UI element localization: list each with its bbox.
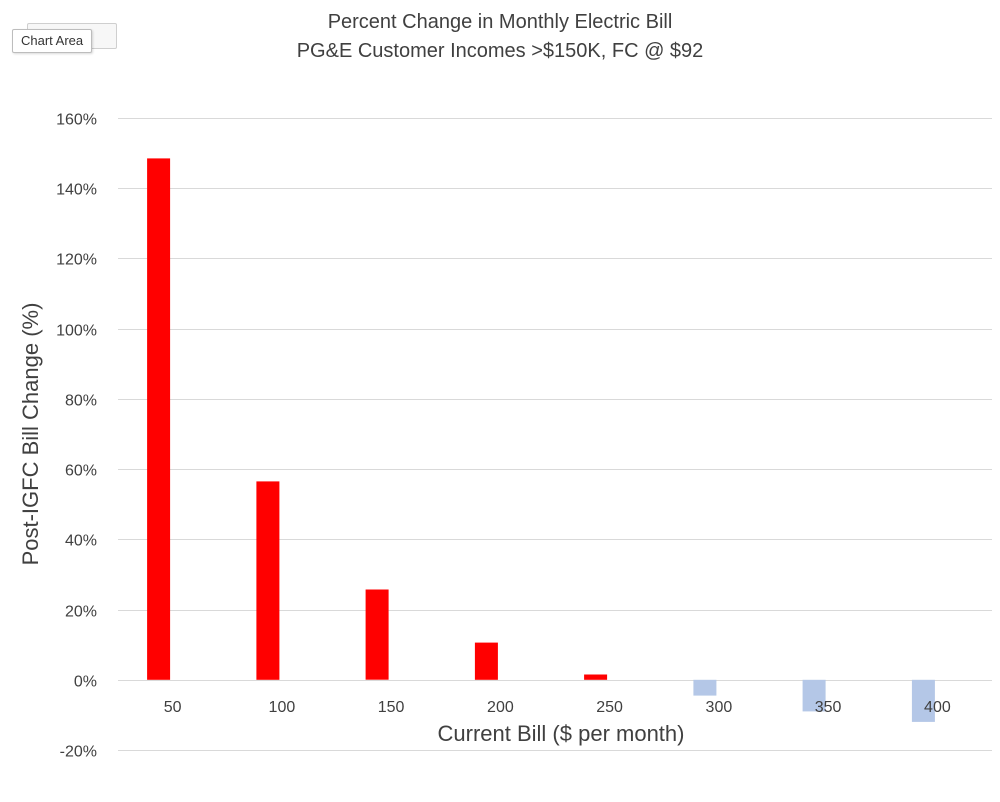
y-tick-label: 120% [56, 252, 97, 269]
x-tick-label: 400 [924, 699, 951, 716]
chart-title: Percent Change in Monthly Electric Bill [328, 11, 673, 33]
bar[interactable] [584, 674, 608, 680]
y-tick-label: 20% [65, 604, 97, 621]
y-tick-label: 140% [56, 182, 97, 199]
x-tick-label: 250 [596, 699, 623, 716]
x-tick-label: 50 [164, 699, 182, 716]
x-axis-title: Current Bill ($ per month) [438, 721, 685, 746]
y-tick-labels: -20% 0% 20% 40% 60% 80% 100% 120% 140% 160% [56, 112, 97, 761]
chart-area-tooltip: Chart Area [12, 29, 93, 53]
y-tick-label: 100% [56, 323, 97, 340]
bar[interactable] [256, 481, 280, 680]
bar[interactable] [365, 589, 389, 680]
y-tick-label: 80% [65, 393, 97, 410]
x-tick-label: 300 [706, 699, 733, 716]
chart-subtitle: PG&E Customer Incomes >$150K, FC @ $92 [297, 40, 704, 62]
bar[interactable] [147, 158, 171, 680]
bar[interactable] [802, 679, 826, 712]
bar[interactable] [911, 679, 935, 722]
x-tick-label: 350 [815, 699, 842, 716]
bar[interactable] [693, 679, 717, 696]
bars [147, 158, 935, 722]
y-tick-label: -20% [60, 744, 97, 761]
y-axis-title: Post-IGFC Bill Change (%) [18, 303, 43, 566]
x-tick-label: 150 [378, 699, 405, 716]
x-tick-labels: 50 100 150 200 250 300 350 400 [164, 699, 951, 716]
y-tick-label: 160% [56, 112, 97, 129]
y-tick-label: 0% [74, 674, 97, 691]
x-tick-label: 200 [487, 699, 514, 716]
x-tick-label: 100 [269, 699, 296, 716]
y-tick-label: 60% [65, 463, 97, 480]
gridlines [118, 118, 992, 751]
bar[interactable] [474, 642, 498, 680]
y-tick-label: 40% [65, 533, 97, 550]
